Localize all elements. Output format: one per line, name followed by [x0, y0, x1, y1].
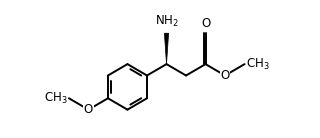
Text: CH$_3$: CH$_3$ [44, 91, 67, 106]
Text: O: O [84, 103, 93, 116]
Text: O: O [220, 69, 230, 82]
Text: O: O [201, 17, 210, 30]
Text: CH$_3$: CH$_3$ [246, 57, 270, 72]
Polygon shape [164, 33, 169, 64]
Text: NH$_2$: NH$_2$ [155, 14, 179, 29]
